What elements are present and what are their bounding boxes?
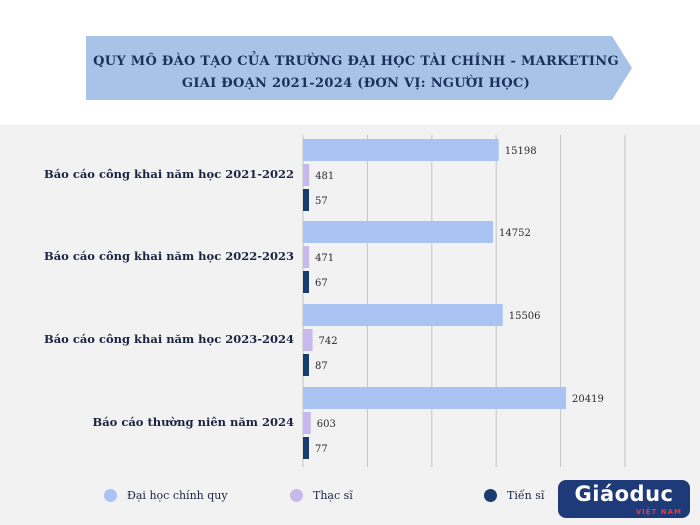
data-label: 87: [315, 361, 328, 372]
data-label: 471: [315, 253, 334, 264]
category-label: Báo cáo công khai năm học 2023-2024: [44, 332, 294, 346]
title-banner: QUY MÔ ĐÀO TẠO CỦA TRƯỜNG ĐẠI HỌC TÀI CH…: [0, 0, 700, 125]
chart-title-line-1: QUY MÔ ĐÀO TẠO CỦA TRƯỜNG ĐẠI HỌC TÀI CH…: [93, 54, 619, 69]
title-banner-shape: [86, 36, 632, 100]
bar-dai-hoc-chinh-quy: [303, 139, 499, 161]
data-label: 67: [315, 278, 328, 289]
legend-item-tien-si: Tiến sĩ: [484, 489, 544, 502]
data-label: 742: [319, 336, 338, 347]
bar-dai-hoc-chinh-quy: [303, 304, 503, 326]
legend-label: Thạc sĩ: [313, 489, 353, 502]
bar-tien-si: [303, 271, 309, 293]
chart-title-line-2: GIAI ĐOẠN 2021-2024 (ĐƠN VỊ: NGƯỜI HỌC): [181, 76, 531, 91]
bar-thac-si: [303, 412, 311, 434]
legend-item-dai-hoc-chinh-quy: Đại học chính quy: [104, 489, 228, 502]
category-label: Báo cáo công khai năm học 2022-2023: [44, 249, 294, 263]
category-label: Báo cáo thường niên năm 2024: [93, 415, 295, 429]
category-label: Báo cáo công khai năm học 2021-2022: [44, 167, 294, 181]
legend-swatch: [484, 489, 497, 502]
data-label: 15506: [509, 311, 541, 322]
bar-thac-si: [303, 329, 313, 351]
giaoduc-logo: Giáoduc VIỆT NAM: [558, 480, 690, 518]
legend-swatch: [104, 489, 117, 502]
legend-label: Tiến sĩ: [507, 489, 545, 502]
data-label: 77: [315, 444, 328, 455]
bar-thac-si: [303, 164, 310, 186]
bar-tien-si: [303, 354, 309, 376]
data-label: 14752: [499, 228, 531, 239]
data-label: 15198: [505, 146, 537, 157]
bar-thac-si: [303, 246, 310, 268]
data-label: 603: [317, 419, 336, 430]
bar-tien-si: [303, 437, 309, 459]
logo-subtitle: VIỆT NAM: [635, 508, 682, 516]
title-banner-arrow: [86, 36, 632, 100]
logo-wordmark: Giáoduc: [574, 482, 674, 506]
bar-tien-si: [303, 189, 309, 211]
legend-label: Đại học chính quy: [127, 489, 228, 502]
data-label: 481: [315, 171, 334, 182]
data-label: 57: [315, 196, 328, 207]
legend-item-thac-si: Thạc sĩ: [290, 489, 353, 502]
bar-dai-hoc-chinh-quy: [303, 387, 566, 409]
legend-swatch: [290, 489, 303, 502]
data-label: 20419: [572, 394, 604, 405]
bar-dai-hoc-chinh-quy: [303, 221, 494, 243]
